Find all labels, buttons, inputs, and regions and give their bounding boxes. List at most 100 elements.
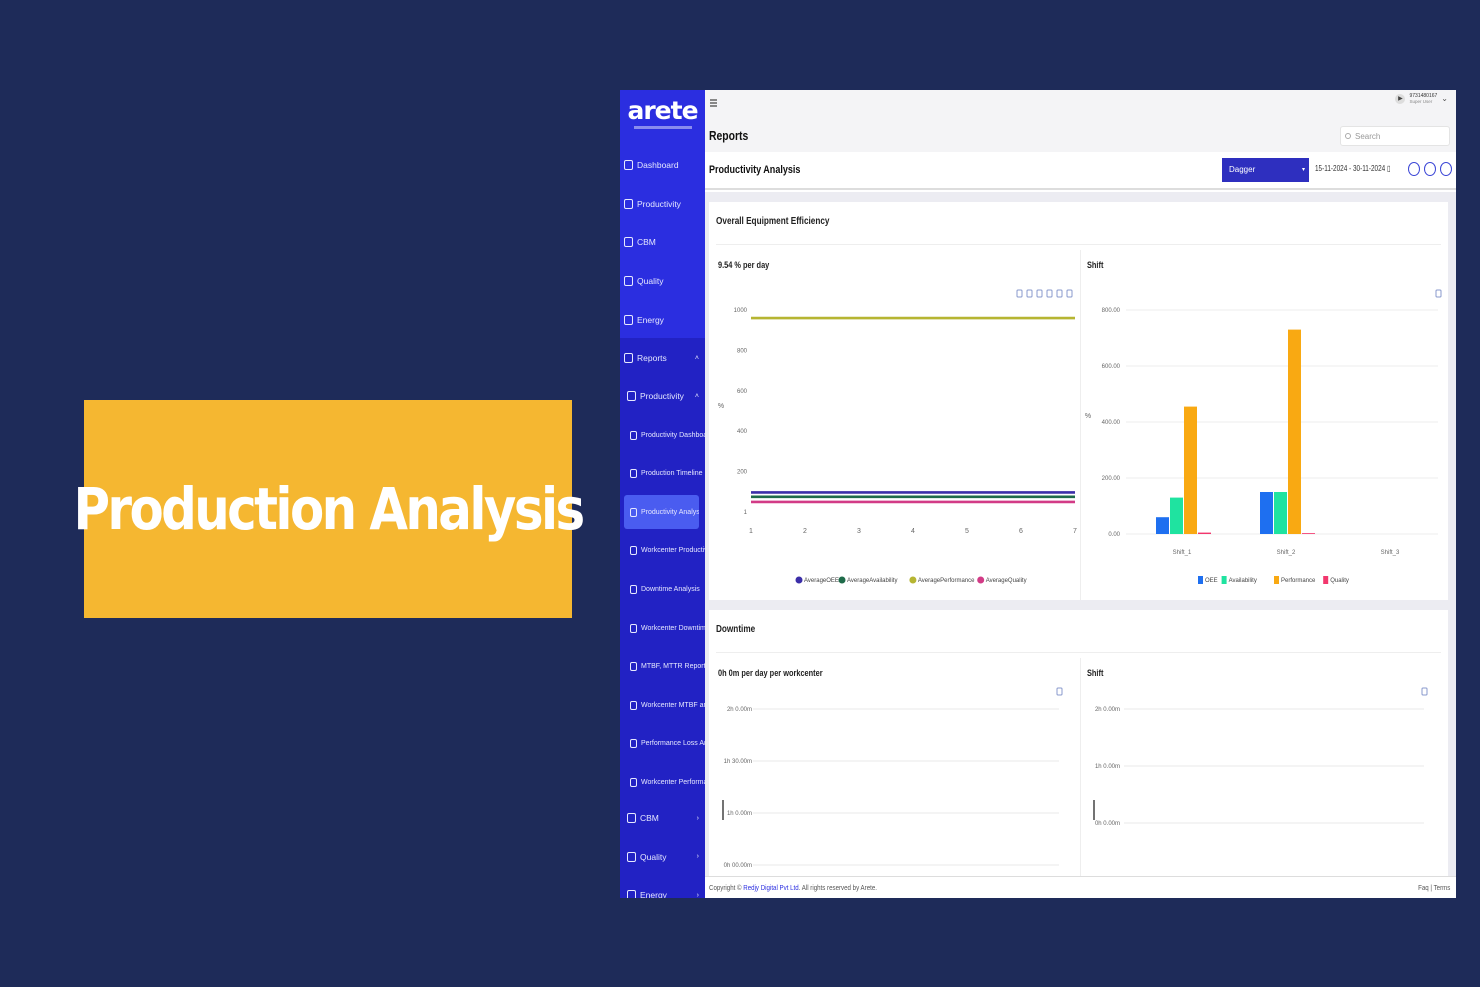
sidebar-item-label: Workcenter MTBF and M: [641, 701, 705, 709]
sidebar-item-label: CBM: [640, 813, 659, 823]
sidebar-item-cbm[interactable]: CBM: [624, 234, 705, 250]
bar-quality-shift_1: [1198, 532, 1211, 534]
chart-toolbar-icon: [1066, 289, 1073, 298]
bar-oee-shift_2: [1260, 492, 1273, 534]
sidebar-item-quality[interactable]: Quality: [624, 273, 705, 289]
downtime-card-title: Downtime: [716, 624, 756, 635]
x-tick-label: 1: [749, 528, 753, 535]
oee-card: Overall Equipment Efficiency 9.54 % per …: [709, 202, 1448, 600]
sidebar-item-label: Productivity: [637, 199, 681, 209]
print-icon[interactable]: [1424, 162, 1436, 176]
sidebar-item-productivity-dashboard[interactable]: Productivity Dashboard: [630, 427, 705, 443]
machine-select[interactable]: Dagger ▾: [1222, 158, 1309, 182]
legend-marker: [977, 576, 985, 584]
chart-toolbar-icon: [1036, 289, 1043, 298]
footer-links[interactable]: Faq | Terms: [1417, 883, 1450, 892]
downtime-shift-title: Shift: [1087, 668, 1104, 678]
chevron-right-icon: ›: [696, 891, 699, 898]
play-icon[interactable]: ▶: [1395, 93, 1406, 104]
sidebar-item-performance-loss-analysis[interactable]: Performance Loss Analysis: [630, 736, 705, 752]
app-window: arete Dashboard Productivity CBM Quality Ene…: [620, 90, 1456, 898]
document-icon: [627, 813, 636, 823]
hamburger-menu-icon[interactable]: [710, 99, 717, 107]
x-tick-label: Shift_1: [1173, 550, 1192, 556]
legend-marker: [1221, 576, 1227, 584]
chart-menu-icon: [1056, 687, 1063, 696]
chart-line-icon: [627, 391, 636, 401]
downtime-shift-chart[interactable]: 2h 0.00m 1h 0.00m 0h 0.00m: [1080, 610, 1448, 876]
sidebar-item-mtbf-mttr-report[interactable]: MTBF, MTTR Report: [630, 659, 705, 675]
sidebar-item-reports[interactable]: Reports ˄: [624, 350, 705, 366]
sidebar-item-production-timeline[interactable]: Production Timeline: [630, 466, 705, 482]
user-role: Super User: [1409, 99, 1433, 104]
sidebar-item-label: MTBF, MTTR Report: [641, 663, 705, 671]
analysis-title: Productivity Analysis: [709, 164, 801, 176]
y-tick-label: 1000: [734, 308, 748, 314]
x-tick-label: 5: [965, 528, 969, 535]
sidebar-item-productivity[interactable]: Productivity: [624, 196, 705, 212]
search-input[interactable]: Search: [1340, 126, 1450, 146]
sidebar-item-label: Quality: [637, 276, 664, 286]
bulb-icon: [627, 890, 636, 898]
x-tick-label: 6: [1019, 528, 1023, 535]
chart-menu-icon: [1435, 289, 1442, 298]
sidebar-item-label: Downtime Analysis: [641, 585, 700, 593]
hero-title: Production Analysis: [73, 475, 585, 543]
chevron-up-icon: ˄: [694, 392, 699, 400]
trend-icon: [630, 739, 637, 749]
sidebar-item-cbm[interactable]: CBM ›: [627, 810, 705, 826]
y-tick-label: 2h 0.00m: [727, 707, 752, 713]
sidebar-item-productivity-analysis[interactable]: Productivity Analysis: [624, 495, 699, 530]
reports-header: Reports Search: [705, 120, 1456, 152]
user-menu[interactable]: ▶ 9731480167 Super User ⌄: [1395, 93, 1448, 104]
gauge-icon: [624, 160, 633, 170]
x-tick-label: Shift_3: [1381, 550, 1400, 556]
date-range-picker[interactable]: 15-11-2024 - 30-11-2024 ▯: [1315, 164, 1391, 173]
sidebar-item-energy[interactable]: Energy ›: [627, 887, 705, 898]
sidebar-item-productivity[interactable]: Productivity ˄: [627, 388, 705, 404]
sidebar-item-label: Energy: [637, 315, 664, 325]
clock-icon: [630, 584, 637, 594]
y-tick-label: 600: [737, 389, 748, 395]
sidebar-item-dashboard[interactable]: Dashboard: [624, 157, 705, 173]
chart-menu-icon: [1421, 687, 1428, 696]
divider: [716, 244, 1441, 245]
company-link[interactable]: Redjy Digital Pvt Ltd: [743, 883, 799, 892]
app-logo[interactable]: arete: [627, 96, 698, 125]
legend-marker: [1323, 576, 1329, 584]
sidebar-item-workcenter-productivity[interactable]: Workcenter Productivity: [630, 543, 705, 559]
search-icon: [1345, 133, 1351, 139]
sidebar-item-energy[interactable]: Energy: [624, 312, 705, 328]
legend-marker: [1198, 576, 1203, 584]
x-tick-label: 3: [857, 528, 861, 535]
chevron-down-icon[interactable]: ⌄: [1441, 94, 1448, 103]
footer: Copyright © Redjy Digital Pvt Ltd. All r…: [705, 876, 1456, 898]
legend-label-averageavailability: AverageAvailability: [847, 578, 897, 584]
sidebar-item-workcenter-mtbf-and-m[interactable]: Workcenter MTBF and M: [630, 697, 705, 713]
report-content[interactable]: Overall Equipment Efficiency 9.54 % per …: [705, 192, 1456, 876]
oee-line-chart[interactable]: 1 200 400 600 800 1000 1 2 3 4 5 6 7% AverageOEE Avera…: [709, 202, 1080, 600]
logo-tagline: [634, 126, 692, 129]
oee-shift-bar-chart[interactable]: 0.00 200.00 400.00 600.00 800.00% Shift_1 Shif…: [1080, 202, 1448, 600]
copyright: Copyright © Redjy Digital Pvt Ltd. All r…: [709, 883, 877, 892]
document-icon: [624, 237, 633, 247]
divider: [1080, 250, 1081, 600]
badge-icon: [624, 276, 633, 286]
sidebar-item-workcenter-performance[interactable]: Workcenter Performance: [630, 774, 705, 790]
document-icon: [630, 700, 637, 710]
sidebar-item-workcenter-downtime-a[interactable]: Workcenter Downtime A: [630, 620, 705, 636]
info-icon[interactable]: [1440, 162, 1452, 176]
y-tick-label: 1: [744, 510, 748, 516]
action-icons: [1408, 162, 1452, 176]
y-axis-label: %: [1085, 413, 1091, 420]
page-title: Reports: [709, 128, 749, 143]
bar-chart-icon: [630, 546, 637, 556]
downtime-daily-chart[interactable]: 2h 0.00m 1h 30.00m 1h 0.00m 0h 00.00m: [709, 610, 1080, 876]
refresh-icon[interactable]: [1408, 162, 1420, 176]
sidebar-item-quality[interactable]: Quality ›: [627, 849, 705, 865]
y-tick-label: 1h 0.00m: [727, 811, 752, 817]
y-tick-label: 800.00: [1102, 308, 1121, 314]
divider: [716, 652, 1441, 653]
x-tick-label: 2: [803, 528, 807, 535]
sidebar-item-downtime-analysis[interactable]: Downtime Analysis: [630, 581, 705, 597]
